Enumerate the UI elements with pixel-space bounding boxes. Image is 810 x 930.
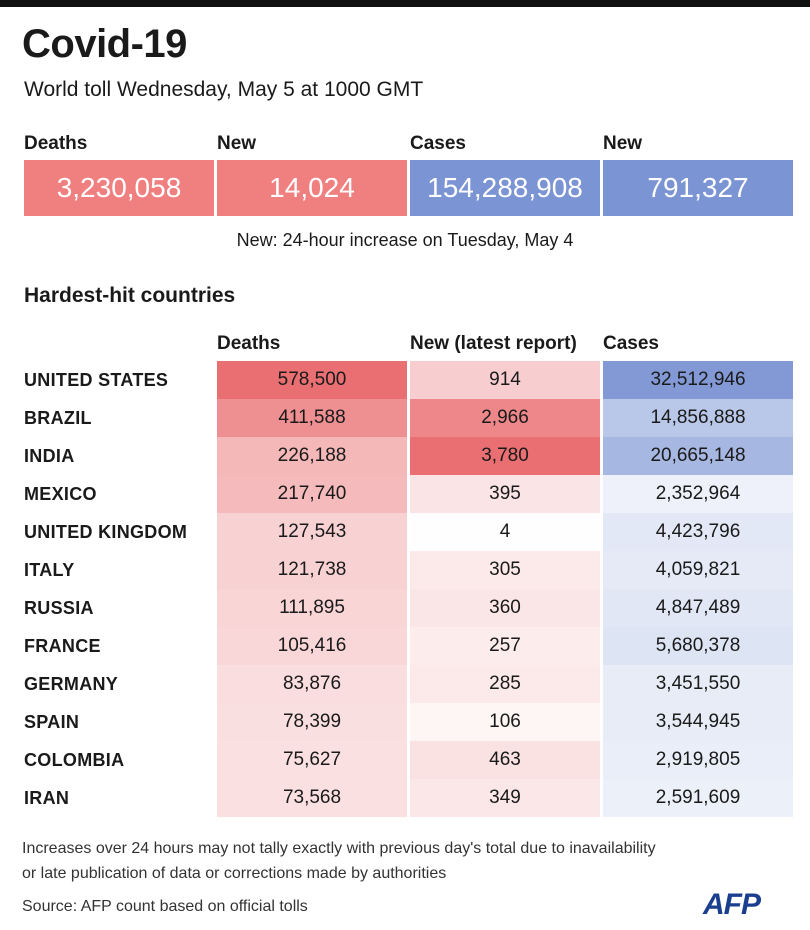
summary-label-deaths: Deaths <box>24 133 88 154</box>
country-name: MEXICO <box>24 484 97 504</box>
cases-cell: 2,919,805 <box>603 741 793 779</box>
summary-note: New: 24-hour increase on Tuesday, May 4 <box>236 230 574 250</box>
table-row: BRAZIL 411,588 2,966 14,856,888 <box>0 399 810 437</box>
table-row: COLOMBIA 75,627 463 2,919,805 <box>0 741 810 779</box>
summary-box-cases: 154,288,908 <box>410 160 600 216</box>
footnote-line-1: Increases over 24 hours may not tally ex… <box>22 840 656 857</box>
new-deaths-cell: 305 <box>410 551 600 589</box>
source-note: Source: AFP count based on official toll… <box>22 898 308 915</box>
table-row: UNITED KINGDOM 127,543 4 4,423,796 <box>0 513 810 551</box>
deaths-cell: 73,568 <box>217 779 407 817</box>
deaths-cell: 578,500 <box>217 361 407 399</box>
cases-cell: 2,352,964 <box>603 475 793 513</box>
summary-label-cases: Cases <box>410 133 466 154</box>
new-deaths-cell: 360 <box>410 589 600 627</box>
cases-cell: 32,512,946 <box>603 361 793 399</box>
footnote-line-2: or late publication of data or correctio… <box>22 865 447 882</box>
deaths-cell: 75,627 <box>217 741 407 779</box>
country-name: BRAZIL <box>24 408 92 428</box>
new-deaths-cell: 395 <box>410 475 600 513</box>
country-name: IRAN <box>24 788 70 808</box>
table-row: MEXICO 217,740 395 2,352,964 <box>0 475 810 513</box>
country-name: RUSSIA <box>24 598 94 618</box>
country-name: GERMANY <box>24 674 119 694</box>
afp-logo: AFP <box>703 888 761 921</box>
countries-table: UNITED STATES 578,500 914 32,512,946 BRAZIL 4… <box>0 361 810 817</box>
new-deaths-cell: 3,780 <box>410 437 600 475</box>
page-subtitle: World toll Wednesday, May 5 at 1000 GMT <box>24 78 424 101</box>
cases-cell: 5,680,378 <box>603 627 793 665</box>
deaths-cell: 111,895 <box>217 589 407 627</box>
table-row: INDIA 226,188 3,780 20,665,148 <box>0 437 810 475</box>
cases-cell: 4,059,821 <box>603 551 793 589</box>
table-row: RUSSIA 111,895 360 4,847,489 <box>0 589 810 627</box>
summary-box-new-deaths: 14,024 <box>217 160 407 216</box>
country-name: ITALY <box>24 560 75 580</box>
new-deaths-cell: 914 <box>410 361 600 399</box>
country-name: UNITED KINGDOM <box>24 522 188 542</box>
cases-cell: 14,856,888 <box>603 399 793 437</box>
cases-cell: 2,591,609 <box>603 779 793 817</box>
new-deaths-cell: 257 <box>410 627 600 665</box>
page-title: Covid-19 <box>22 22 187 66</box>
new-deaths-cell: 106 <box>410 703 600 741</box>
country-name: INDIA <box>24 446 75 466</box>
country-name: SPAIN <box>24 712 80 732</box>
country-name: FRANCE <box>24 636 101 656</box>
table-row: ITALY 121,738 305 4,059,821 <box>0 551 810 589</box>
top-rule <box>0 0 810 7</box>
new-deaths-cell: 4 <box>410 513 600 551</box>
cases-cell: 20,665,148 <box>603 437 793 475</box>
cases-cell: 4,423,796 <box>603 513 793 551</box>
summary-label-new-cases: New <box>603 133 643 154</box>
deaths-cell: 411,588 <box>217 399 407 437</box>
column-header-new: New (latest report) <box>410 333 577 354</box>
deaths-cell: 105,416 <box>217 627 407 665</box>
deaths-cell: 78,399 <box>217 703 407 741</box>
country-name: UNITED STATES <box>24 370 169 390</box>
column-header-cases: Cases <box>603 333 659 354</box>
column-header-deaths: Deaths <box>217 333 281 354</box>
cases-cell: 4,847,489 <box>603 589 793 627</box>
summary-label-new-deaths: New <box>217 133 257 154</box>
new-deaths-cell: 285 <box>410 665 600 703</box>
cases-cell: 3,451,550 <box>603 665 793 703</box>
cases-cell: 3,544,945 <box>603 703 793 741</box>
deaths-cell: 83,876 <box>217 665 407 703</box>
new-deaths-cell: 2,966 <box>410 399 600 437</box>
deaths-cell: 217,740 <box>217 475 407 513</box>
summary-box-new-cases: 791,327 <box>603 160 793 216</box>
table-row: SPAIN 78,399 106 3,544,945 <box>0 703 810 741</box>
new-deaths-cell: 349 <box>410 779 600 817</box>
deaths-cell: 121,738 <box>217 551 407 589</box>
table-row: GERMANY 83,876 285 3,451,550 <box>0 665 810 703</box>
section-title: Hardest-hit countries <box>24 284 236 307</box>
table-row: UNITED STATES 578,500 914 32,512,946 <box>0 361 810 399</box>
table-row: FRANCE 105,416 257 5,680,378 <box>0 627 810 665</box>
new-deaths-cell: 463 <box>410 741 600 779</box>
deaths-cell: 226,188 <box>217 437 407 475</box>
summary-box-deaths: 3,230,058 <box>24 160 214 216</box>
country-name: COLOMBIA <box>24 750 125 770</box>
table-row: IRAN 73,568 349 2,591,609 <box>0 779 810 817</box>
deaths-cell: 127,543 <box>217 513 407 551</box>
